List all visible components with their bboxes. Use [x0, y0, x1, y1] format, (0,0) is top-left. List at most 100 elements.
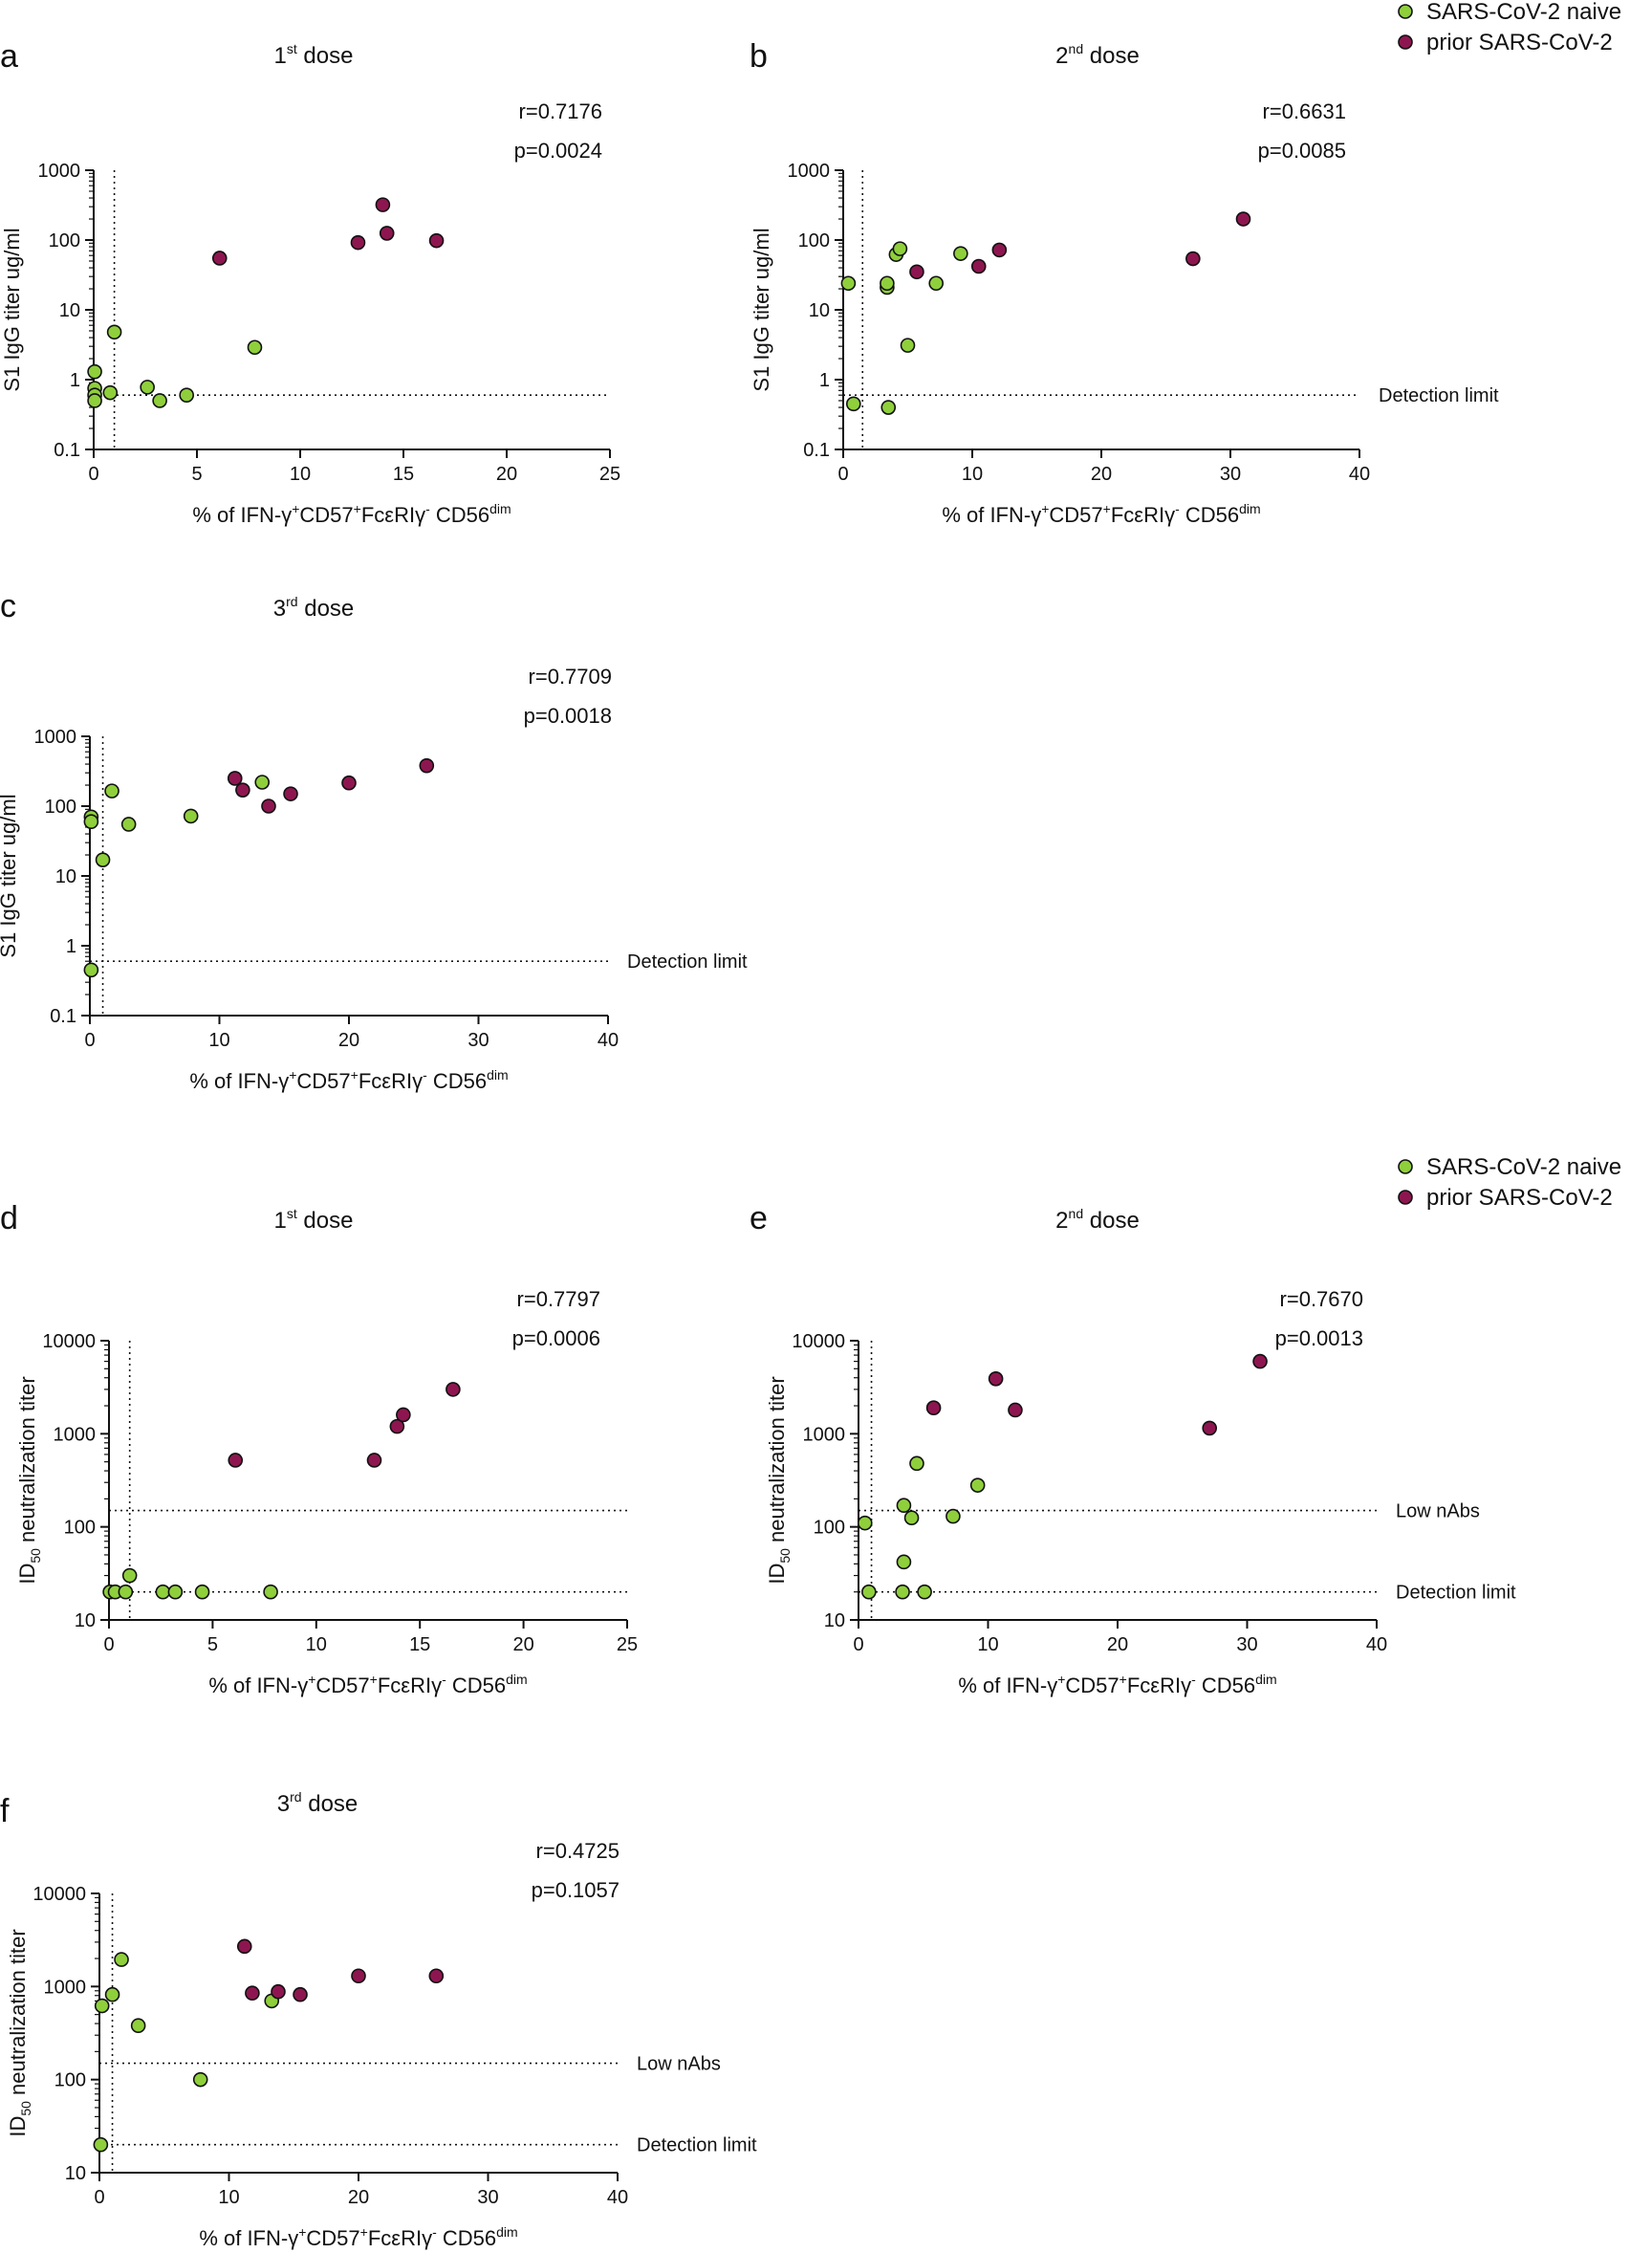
panel-f-point-prior	[245, 1985, 260, 2001]
panel-d-x-tick-label: 20	[512, 1634, 533, 1655]
panel-f-x-tick-label: 10	[218, 2187, 239, 2208]
panel-b-point-prior	[909, 264, 924, 280]
panel-d-point-prior	[228, 1453, 244, 1468]
panel-f-p-value: p=0.1057	[532, 1878, 620, 1902]
panel-a-point-naive	[87, 393, 102, 408]
panel-b-threshold-label: Detection limit	[1379, 385, 1499, 406]
panel-a-point-naive	[152, 393, 167, 408]
panel-e-x-tick-label: 30	[1236, 1634, 1257, 1655]
panel-a-point-prior	[379, 226, 395, 241]
panel-e-point-naive	[896, 1554, 912, 1570]
panel-d-y-axis-label: ID50 neutralization titer	[15, 1376, 43, 1584]
panel-b-letter: b	[750, 38, 768, 75]
panel-a-r-value: r=0.7176	[519, 99, 602, 123]
panel-c-point-naive	[83, 814, 99, 829]
panel-d-y-tick-label: 10	[75, 1610, 96, 1631]
panel-c-point-prior	[341, 775, 357, 791]
panel-a-title: 1st dose	[274, 41, 354, 69]
panel-c-p-value: p=0.0018	[524, 704, 612, 728]
panel-d-point-naive	[121, 1567, 138, 1584]
panel-a-x-axis-label: % of IFN-γ+CD57+FcεRIγ- CD56dim	[192, 501, 511, 527]
panel-d-x-tick-label: 15	[409, 1634, 430, 1655]
panel-d-point-naive	[155, 1584, 171, 1600]
panel-a-p-value: p=0.0024	[514, 139, 602, 163]
panel-a-point-prior	[428, 232, 445, 249]
panel-f-y-tick-label: 10	[65, 2163, 86, 2184]
panel-b-point-naive	[892, 241, 908, 256]
panel-e-y-tick-label: 10000	[792, 1331, 845, 1352]
panel-f-x-tick-label: 0	[94, 2187, 104, 2208]
panel-e-point-naive	[896, 1498, 912, 1514]
panel-d-x-tick-label: 5	[207, 1634, 218, 1655]
panel-a-y-tick-label: 10	[59, 300, 80, 321]
panel-b-x-tick-label: 40	[1349, 464, 1370, 485]
panel-f-point-prior	[271, 1983, 286, 2000]
panel-c-y-tick-label: 10	[55, 866, 76, 887]
panel-b-point-naive	[900, 338, 916, 353]
panel-a-point-naive	[102, 384, 119, 401]
panel-c-x-tick-label: 40	[598, 1030, 619, 1051]
panel-a-y-tick-label: 0.1	[54, 440, 80, 461]
panel-c-y-tick-label: 1000	[34, 727, 77, 748]
panel-f-point-naive	[114, 1952, 129, 1967]
panel-f-y-tick-label: 100	[54, 2070, 86, 2091]
panel-b-point-prior	[1235, 211, 1251, 227]
panel-d-point-naive	[194, 1584, 210, 1600]
panel-a-x-tick-label: 15	[393, 464, 414, 485]
panel-c-point-naive	[83, 962, 99, 978]
panel-f-y-axis-label: ID50 neutralization titer	[6, 1929, 33, 2136]
panel-e-x-tick-label: 0	[853, 1634, 863, 1655]
panel-d-y-tick-label: 100	[64, 1518, 96, 1539]
legend-1-label-prior: prior SARS-CoV-2	[1426, 30, 1613, 55]
panel-f-point-prior	[236, 1938, 252, 1955]
panel-b-y-tick-label: 100	[798, 230, 830, 252]
panel-c-y-tick-label: 1	[66, 936, 76, 957]
legend-2-label-naive: SARS-CoV-2 naive	[1426, 1154, 1621, 1180]
panel-f-point-naive	[192, 2071, 208, 2088]
panel-b-y-tick-label: 10	[809, 300, 830, 321]
panel-a-x-tick-label: 25	[599, 464, 620, 485]
panel-d-title: 1st dose	[274, 1206, 354, 1234]
panel-e-r-value: r=0.7670	[1280, 1287, 1363, 1311]
panel-e-point-naive	[917, 1584, 932, 1600]
panel-c-y-tick-label: 0.1	[50, 1006, 76, 1027]
panel-e-y-tick-label: 1000	[803, 1424, 846, 1445]
panel-d-x-tick-label: 25	[617, 1634, 638, 1655]
panel-e-point-naive	[861, 1584, 877, 1600]
panel-c-point-prior	[261, 798, 276, 814]
panel-d-x-tick-label: 0	[103, 1634, 114, 1655]
panel-d-point-prior	[389, 1418, 405, 1434]
panel-f-point-prior	[428, 1968, 445, 1984]
panel-a-point-naive	[179, 387, 194, 403]
panel-e-point-naive	[946, 1508, 961, 1524]
panel-b-x-tick-label: 20	[1091, 464, 1112, 485]
panel-f-point-prior	[293, 1986, 308, 2002]
panel-c-y-tick-label: 100	[45, 797, 76, 818]
panel-e-point-naive	[969, 1477, 986, 1493]
panel-c-point-prior	[227, 771, 243, 786]
panel-d-point-prior	[366, 1453, 382, 1468]
panel-d-p-value: p=0.0006	[512, 1326, 600, 1350]
panel-c-point-naive	[183, 808, 199, 824]
panel-c-x-axis-label: % of IFN-γ+CD57+FcεRIγ- CD56dim	[189, 1067, 508, 1093]
panel-d-point-naive	[118, 1584, 134, 1600]
panel-b-r-value: r=0.6631	[1263, 99, 1346, 123]
legend-2-label-prior: prior SARS-CoV-2	[1426, 1185, 1613, 1211]
panel-a-y-tick-label: 100	[49, 230, 80, 252]
panel-a-point-naive	[247, 339, 263, 356]
panel-e-point-prior	[925, 1400, 942, 1416]
panel-e-title: 2nd dose	[1055, 1206, 1140, 1234]
panel-e-threshold-label: Low nAbs	[1396, 1501, 1480, 1522]
panel-f-point-naive	[93, 2136, 109, 2153]
panel-b-point-prior	[991, 242, 1008, 258]
panel-d-x-tick-label: 10	[306, 1634, 327, 1655]
panel-e-point-naive	[903, 1510, 920, 1526]
panel-f-threshold-label: Low nAbs	[637, 2054, 721, 2075]
panel-c-title: 3rd dose	[273, 594, 355, 622]
legend-2-marker-prior	[1398, 1190, 1413, 1205]
panel-c-point-naive	[120, 817, 137, 832]
panel-c-point-prior	[283, 786, 298, 801]
panel-e-point-prior	[988, 1371, 1004, 1387]
panel-b-x-axis-label: % of IFN-γ+CD57+FcεRIγ- CD56dim	[942, 501, 1260, 527]
